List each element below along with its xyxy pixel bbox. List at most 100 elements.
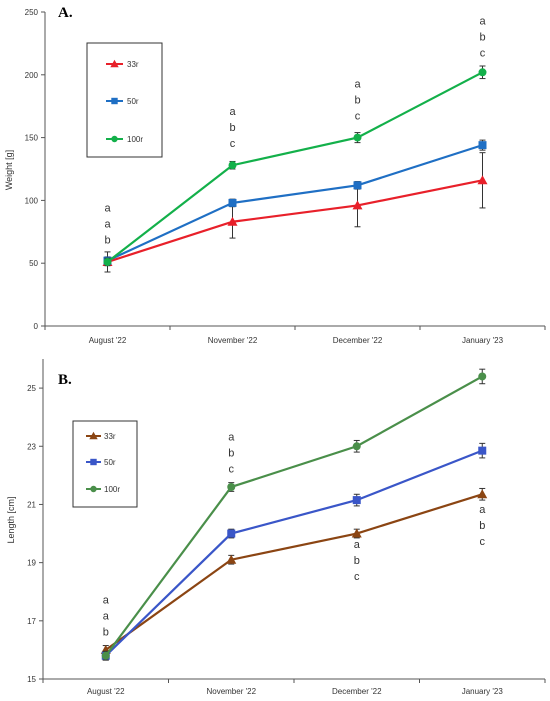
significance-letter: b [103, 626, 109, 638]
series-line [107, 144, 483, 262]
significance-letter: a [354, 78, 361, 90]
series-50r [103, 139, 487, 265]
data-point [110, 59, 119, 68]
x-tick-label: January '23 [462, 336, 504, 345]
data-point [352, 496, 361, 505]
data-point [228, 161, 237, 170]
legend-box [72, 420, 138, 508]
data-point [90, 485, 97, 493]
significance-annotation: abc [228, 431, 235, 475]
y-axis-label: Length [cm] [6, 496, 16, 543]
significance-annotation: abc [479, 16, 486, 60]
legend: 33r 50r 100r [72, 420, 138, 508]
data-point [477, 489, 488, 499]
y-tick-label: 21 [27, 500, 36, 509]
data-point [352, 442, 361, 451]
panel-label: B. [58, 372, 72, 388]
series-50r [101, 442, 487, 661]
significance-letter: c [229, 463, 235, 475]
y-tick-label: 100 [25, 196, 39, 205]
significance-letter: b [228, 447, 234, 459]
x-tick-label: December '22 [333, 336, 383, 345]
significance-letter: a [104, 203, 111, 215]
significance-letter: c [354, 571, 360, 583]
chart-panel-a: 0 50 100 150 200 250 August '22 November '22 Dec… [4, 5, 546, 345]
significance-letter: a [479, 16, 486, 28]
legend-label: 50r [127, 97, 139, 106]
y-tick-label: 23 [27, 442, 36, 451]
significance-letter: b [104, 235, 110, 247]
significance-annotation: abc [229, 106, 236, 150]
y-tick-label: 25 [27, 384, 36, 393]
x-tick-label: August '22 [89, 336, 127, 345]
significance-letter: b [479, 32, 485, 44]
legend-label: 50r [104, 458, 116, 467]
significance-letter: b [354, 94, 360, 106]
significance-letter: c [230, 138, 236, 150]
legend-label: 33r [127, 60, 139, 69]
data-point [227, 216, 238, 226]
series-line [104, 449, 483, 657]
y-tick-label: 19 [27, 559, 36, 568]
data-point [227, 483, 236, 491]
y-tick-label: 200 [25, 71, 39, 80]
significance-letter: c [355, 110, 361, 122]
x-tick-label: December '22 [332, 687, 382, 696]
significance-letter: b [479, 520, 485, 532]
significance-annotation: abc [479, 504, 486, 548]
legend-label: 33r [104, 432, 116, 441]
significance-annotation: abc [354, 539, 361, 583]
significance-letter: a [103, 610, 110, 622]
data-point [478, 141, 487, 150]
data-point [353, 181, 362, 190]
series-line [106, 71, 484, 263]
data-point [353, 133, 362, 142]
significance-letter: b [354, 555, 360, 567]
data-point [227, 529, 236, 538]
x-tick-label: January '23 [462, 687, 504, 696]
data-point [478, 372, 487, 381]
legend: 33r 50r 100r [86, 42, 163, 158]
series-33r [102, 152, 488, 273]
y-tick-label: 150 [25, 134, 39, 143]
significance-letter: a [103, 594, 110, 606]
significance-letter: a [229, 106, 236, 118]
x-tick-label: November '22 [206, 687, 256, 696]
series-line [107, 179, 483, 263]
data-point [478, 446, 487, 455]
significance-letter: a [228, 431, 235, 443]
data-point [477, 175, 488, 185]
legend-label: 100r [127, 135, 143, 144]
data-point [351, 528, 362, 538]
data-point [103, 257, 112, 266]
data-point [226, 554, 237, 564]
significance-letter: c [480, 536, 486, 548]
series-100r [101, 368, 487, 661]
x-tick-label: August '22 [87, 687, 125, 696]
y-tick-label: 17 [27, 617, 36, 626]
data-point [478, 68, 487, 77]
legend-box [86, 42, 163, 158]
panel-label: A. [58, 5, 73, 21]
y-tick-label: 0 [34, 322, 39, 331]
chart-panel-b: 15 17 19 21 23 25 August '22 November '22 Decemb… [6, 359, 546, 696]
data-point [228, 198, 237, 207]
data-point [89, 431, 98, 440]
legend-label: 100r [104, 485, 120, 494]
significance-letter: a [479, 504, 486, 516]
y-tick-label: 50 [29, 259, 38, 268]
data-point [352, 200, 363, 210]
data-point [101, 651, 110, 660]
data-point [111, 97, 118, 105]
y-axis-label: Weight [g] [4, 150, 14, 190]
series-line [105, 493, 483, 651]
series-100r [103, 65, 487, 267]
significance-annotation: aab [104, 203, 111, 247]
y-tick-label: 15 [27, 675, 36, 684]
significance-letter: a [104, 219, 111, 231]
series-33r [100, 487, 488, 655]
significance-annotation: abc [354, 78, 361, 122]
data-point [90, 458, 97, 466]
significance-letter: c [480, 48, 486, 60]
